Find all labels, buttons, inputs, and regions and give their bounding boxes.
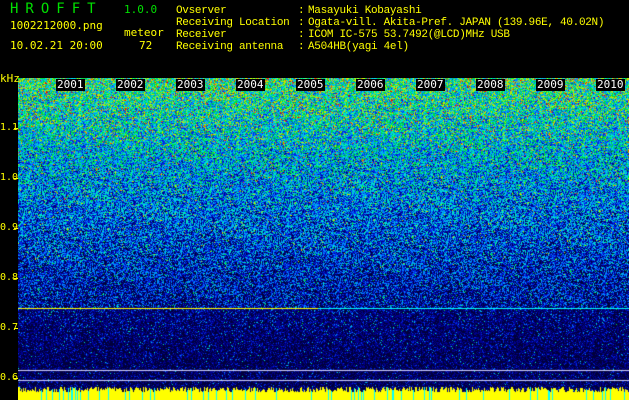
time-label: 2003 [176, 78, 205, 91]
time-label: 2007 [416, 78, 445, 91]
y-tick-label: 1.0 [0, 172, 19, 183]
y-tick-mark [14, 128, 18, 129]
time-label: 2008 [476, 78, 505, 91]
y-tick-mark [14, 328, 18, 329]
info-value: ICOM IC-575 53.7492(@LCD)MHz USB [308, 29, 510, 41]
y-unit: kHz [0, 72, 20, 85]
meteor-label: meteor [124, 26, 164, 39]
colon: : [298, 41, 305, 53]
time-label: 2005 [296, 78, 325, 91]
info-label: Receiver [176, 29, 227, 41]
colon: : [298, 17, 305, 29]
app-title: HROFFT [10, 1, 103, 17]
info-panel: Ovserver: Masayuki Kobayashi Receiving Lo… [176, 5, 604, 53]
y-tick-label: 1.1 [0, 122, 19, 133]
meteor-count: 72 [139, 39, 153, 52]
y-tick-mark [14, 178, 18, 179]
info-row: Receiver: ICOM IC-575 53.7492(@LCD)MHz US… [176, 29, 604, 41]
colon: : [298, 5, 305, 17]
y-tick-label: 0.7 [0, 322, 19, 333]
spectrogram [18, 78, 629, 400]
info-value: Ogata-vill. Akita-Pref. JAPAN (139.96E, … [308, 17, 605, 29]
time-label: 2009 [536, 78, 565, 91]
app-version: 1.0.0 [124, 3, 158, 16]
info-row: Ovserver: Masayuki Kobayashi [176, 5, 604, 17]
info-row: Receiving antenna: A504HB(yagi 4el) [176, 41, 604, 53]
time-label: 2006 [356, 78, 385, 91]
info-label: Ovserver [176, 5, 227, 17]
info-value: Masayuki Kobayashi [308, 5, 422, 17]
info-value: A504HB(yagi 4el) [308, 41, 409, 53]
time-label: 2001 [56, 78, 85, 91]
info-label: Receiving antenna [176, 41, 284, 53]
y-tick-mark [14, 228, 18, 229]
y-tick-mark [14, 378, 18, 379]
file-name: 1002212000.png [10, 19, 103, 32]
y-tick-label: 0.8 [0, 272, 19, 283]
time-label: 2002 [116, 78, 145, 91]
y-tick-label: 0.6 [0, 372, 19, 383]
time-label: 2004 [236, 78, 265, 91]
y-tick-mark [14, 278, 18, 279]
info-row: Receiving Location: Ogata-vill. Akita-Pre… [176, 17, 604, 29]
file-datetime: 10.02.21 20:00 [10, 39, 103, 52]
colon: : [298, 29, 305, 41]
y-tick-label: 0.9 [0, 222, 19, 233]
time-label: 2010 [596, 78, 625, 91]
info-label: Receiving Location [176, 17, 290, 29]
